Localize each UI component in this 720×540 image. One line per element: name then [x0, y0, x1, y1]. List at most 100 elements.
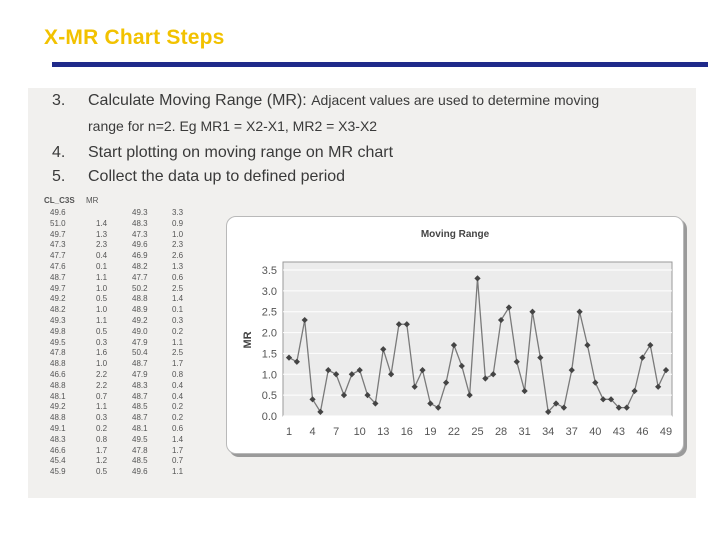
data-point: [442, 379, 450, 386]
table-cell: 0.1: [96, 262, 108, 271]
table-cell: 48.8: [132, 294, 148, 304]
table-cell: 1.1: [96, 402, 108, 412]
data-point: [560, 404, 568, 411]
table-cell: 1.1: [172, 337, 184, 347]
table-cell: 48.5: [132, 402, 148, 412]
table-cell: 49.3: [132, 208, 148, 217]
table-header-mr: MR: [86, 196, 99, 205]
table-cell: 49.3: [50, 316, 66, 325]
y-tick-label: 0.5: [262, 390, 277, 402]
table-cell: 0.3: [172, 316, 184, 325]
data-point: [513, 358, 520, 365]
table-cell: 0.2: [172, 413, 184, 423]
table-cell: 0.3: [96, 413, 108, 423]
x-tick-label: 13: [377, 426, 389, 438]
table-cell: 0.5: [96, 326, 108, 336]
step-4-number: 4.: [52, 144, 66, 161]
table-cell: 1.4: [172, 434, 184, 444]
table-cell: 49.6: [132, 240, 148, 250]
table-cell: 0.2: [172, 402, 184, 412]
table-cell: 50.2: [132, 283, 148, 293]
table-cell: 48.3: [50, 434, 66, 444]
step-5-text: Collect the data up to defined period: [88, 168, 346, 185]
table-cell: 47.3: [132, 229, 148, 239]
table-cell: 45.9: [50, 467, 66, 477]
table-cell: 0.4: [172, 380, 184, 390]
data-point: [419, 367, 426, 374]
y-tick-label: 3.0: [262, 286, 277, 298]
x-tick-label: 10: [354, 426, 366, 438]
table-cell: 0.4: [96, 251, 108, 261]
table-cell: 0.2: [172, 326, 184, 336]
table-cell: 49.2: [50, 294, 66, 304]
data-point: [309, 396, 316, 403]
table-cell: 47.7: [132, 272, 148, 282]
table-cell: 1.1: [172, 467, 184, 477]
data-point: [623, 404, 630, 411]
x-tick-label: 4: [310, 426, 316, 438]
data-point: [482, 375, 489, 382]
table-cell: 1.0: [172, 229, 184, 239]
table-cell: 47.3: [50, 240, 66, 250]
table-cell: 1.0: [96, 305, 108, 315]
y-tick-label: 2.0: [262, 328, 277, 340]
table-cell: 49.2: [50, 402, 66, 412]
table-cell: 49.6: [50, 208, 66, 217]
x-tick-label: 25: [471, 426, 483, 438]
table-cell: 49.5: [132, 434, 148, 444]
table-cell: 47.7: [50, 251, 66, 261]
table-cell: 49.2: [132, 316, 148, 325]
table-cell: 48.7: [50, 272, 66, 282]
data-point: [333, 371, 340, 378]
data-table: CL_C3S MR 49.6 51.0 49.7 47.3 47.7 47.6 48.7 49…: [44, 196, 224, 496]
table-cell: 1.4: [96, 218, 108, 228]
data-point: [505, 304, 513, 311]
table-cell: 2.2: [96, 380, 108, 390]
data-point: [474, 275, 481, 282]
table-cell: 1.1: [96, 272, 108, 282]
data-point: [372, 400, 379, 407]
slide-title: X-MR Chart Steps: [44, 26, 225, 49]
table-cell: 45.4: [50, 456, 66, 466]
table-cell: 0.9: [172, 218, 184, 228]
table-cell: 49.8: [50, 326, 66, 336]
table-cell: 1.1: [96, 316, 108, 325]
x-tick-label: 49: [660, 426, 672, 438]
x-tick-label: 16: [401, 426, 413, 438]
table-cell: 1.6: [96, 348, 108, 358]
table-cell: 48.8: [50, 359, 66, 369]
y-tick-label: 2.5: [262, 307, 277, 319]
data-point: [403, 321, 410, 328]
x-tick-label: 37: [566, 426, 578, 438]
table-cell: 0.7: [96, 391, 108, 401]
table-cell: 48.2: [50, 305, 66, 315]
data-point: [435, 404, 442, 411]
table-cell: 1.3: [96, 229, 108, 239]
data-point: [497, 316, 505, 324]
table-cell: 46.9: [132, 251, 148, 261]
table-cell: 0.5: [96, 294, 108, 304]
table-cell: 49.7: [50, 283, 66, 293]
table-cell: 1.7: [172, 359, 184, 369]
table-header-value: CL_C3S: [44, 196, 75, 205]
y-tick-label: 3.5: [262, 265, 277, 277]
table-cell: 51.0: [50, 218, 66, 228]
title-underline: [52, 62, 708, 67]
table-cell: 47.8: [50, 348, 66, 358]
data-point: [340, 392, 348, 399]
x-tick-label: 43: [613, 426, 625, 438]
data-point: [411, 383, 418, 390]
data-point: [387, 371, 395, 378]
table-cell: 1.2: [96, 456, 108, 466]
table-cell: 48.8: [50, 413, 66, 423]
step-3-continuation: range for n=2. Eg MR1 = X2-X1, MR2 = X3-…: [88, 118, 378, 134]
x-tick-label: 40: [589, 426, 601, 438]
table-cell: 0.4: [172, 391, 184, 401]
x-tick-label: 34: [542, 426, 554, 438]
data-point: [466, 392, 473, 399]
data-point: [356, 367, 363, 374]
table-cell: 0.1: [172, 305, 184, 315]
table-cell: 1.4: [172, 294, 184, 304]
table-cell: 47.9: [132, 337, 148, 347]
table-cell: 1.7: [96, 445, 108, 455]
